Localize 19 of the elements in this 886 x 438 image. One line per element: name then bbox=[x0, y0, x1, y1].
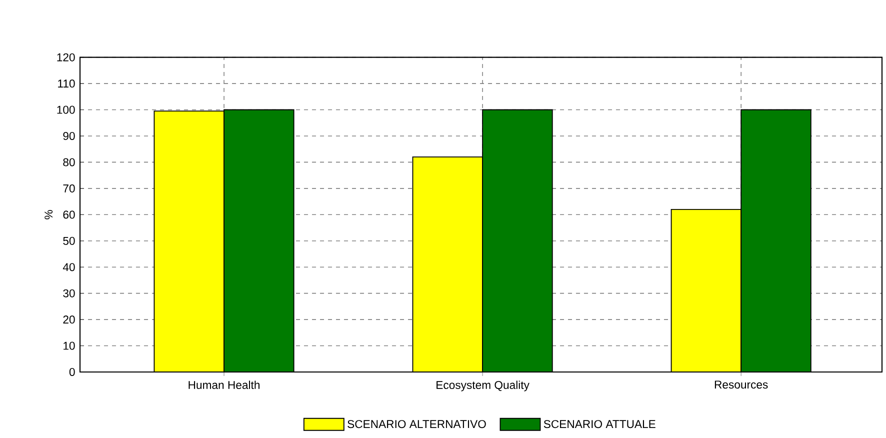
y-axis-title: % bbox=[44, 210, 53, 220]
y-tick-label: 100 bbox=[57, 106, 75, 114]
y-tick-label: 80 bbox=[63, 158, 75, 166]
y-tick-label: 120 bbox=[57, 53, 75, 62]
y-tick-label: 20 bbox=[63, 316, 75, 324]
x-tick-label: Resources bbox=[714, 380, 768, 389]
y-tick-label: 0 bbox=[69, 368, 75, 376]
y-tick-label: 50 bbox=[63, 236, 75, 245]
y-tick-label: 70 bbox=[63, 184, 75, 192]
legend-label: SCENARIO ATTUALE bbox=[544, 420, 656, 428]
y-tick-label: 110 bbox=[58, 80, 75, 88]
y-tick-label: 40 bbox=[62, 263, 75, 272]
legend-label: SCENARIO ALTERNATIVO bbox=[348, 420, 486, 428]
y-tick-label: 90 bbox=[63, 132, 75, 140]
x-tick-label: Human Health bbox=[188, 380, 260, 390]
y-tick-label: 10 bbox=[64, 342, 75, 350]
x-tick-label: Ecosystem Quality bbox=[436, 380, 530, 392]
y-tick-label: 30 bbox=[63, 289, 75, 298]
y-tick-label: 60 bbox=[63, 210, 75, 219]
